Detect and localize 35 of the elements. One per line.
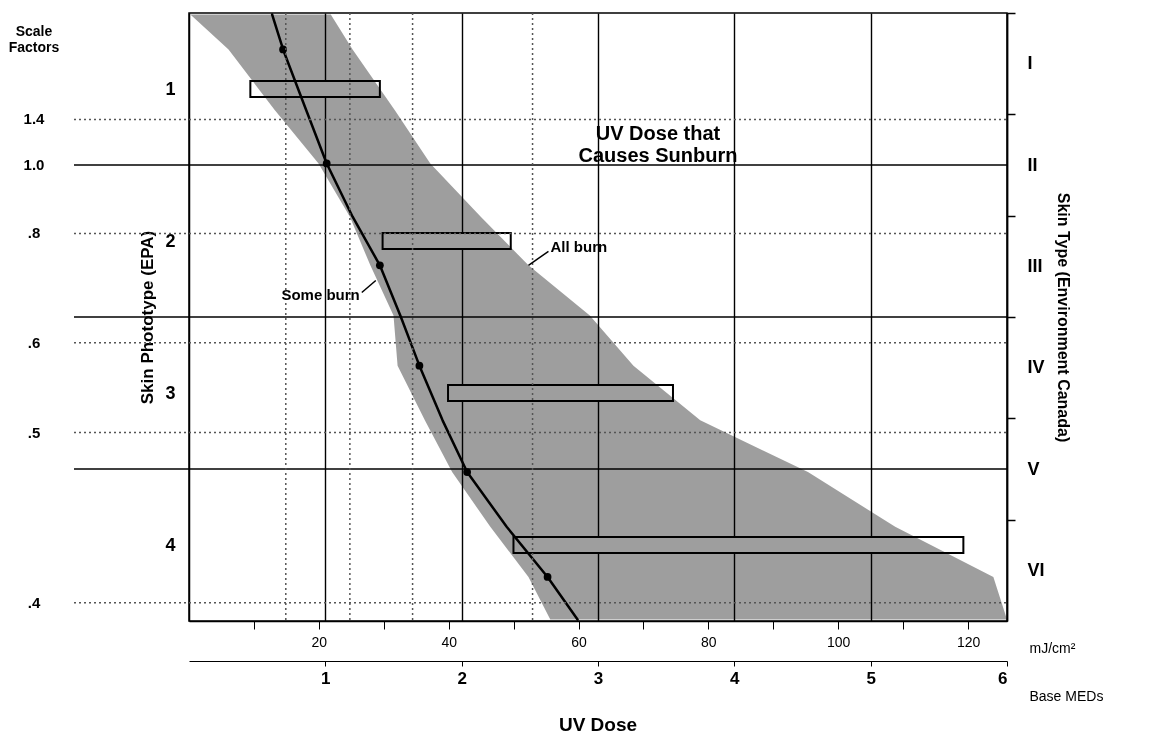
text: .4 [27,593,41,611]
text: .5 [27,423,41,441]
x2-axis-title: mJ/cm² [1029,639,1076,656]
x-tick-label: 4 [730,668,741,688]
category-label: IV [1027,357,1045,378]
y-axis-title: Skin Phototype (EPA) [138,230,158,405]
text: UV Dose [558,714,638,733]
category-label: III [1027,255,1043,276]
category-label: I [1027,53,1033,74]
category-label: V [1027,458,1040,479]
y-tick-label: 1 [165,78,176,99]
annotation: Some burn [281,285,360,303]
y2-axis-title: Skin Type (Environment Canada) [1054,192,1072,443]
x2-tick-label: 100 [827,633,851,650]
category-label: VI [1027,559,1045,580]
y-tick-label: 4 [165,534,176,555]
x-tick-label: 2 [457,668,467,688]
x2-tick-label: 40 [441,633,458,650]
category-label: II [1027,154,1038,175]
text: 1.4 [23,110,46,128]
x2-tick-label: 60 [571,633,588,650]
x2-tick-label: 80 [701,633,717,650]
y-tick-label: 2 [165,230,176,251]
text: .6 [27,333,41,351]
x2-tick-label: 20 [311,633,328,650]
text: .8 [27,224,41,242]
x-tick-label: 1 [321,668,331,688]
text: 1.0 [23,156,45,173]
x-tick-label: 6 [998,668,1008,688]
x-axis-title: Base MEDs [1029,687,1104,704]
x-tick-label: 5 [866,668,876,688]
x2-tick-label: 120 [956,633,981,650]
text: Scale Factors [8,23,60,55]
x-tick-label: 3 [593,668,604,688]
y-tick-label: 3 [165,382,176,403]
